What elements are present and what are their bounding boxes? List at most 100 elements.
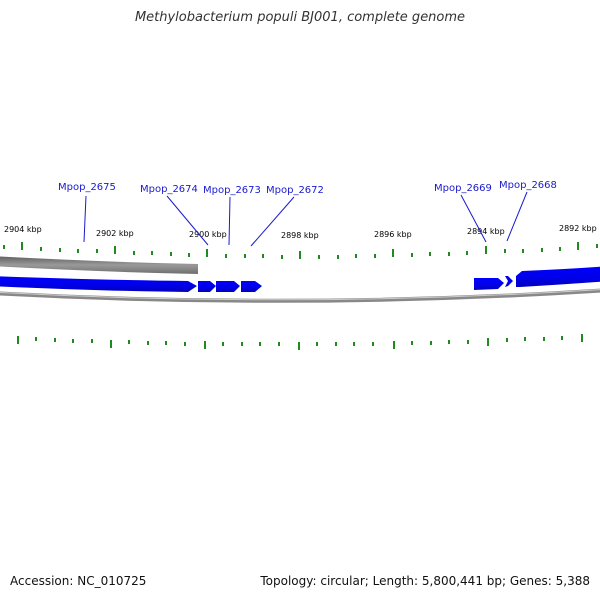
scale-tick — [184, 342, 186, 346]
scale-tick — [353, 342, 355, 346]
scale-tick — [262, 254, 264, 258]
page-title: Methylobacterium populi BJ001, complete … — [134, 10, 466, 25]
scale-tick — [241, 342, 243, 346]
scale-tick — [430, 341, 432, 345]
inner-scale-ticks — [17, 334, 583, 350]
leader-line — [83, 195, 87, 243]
leader-line — [166, 195, 209, 246]
scale-tick — [21, 242, 23, 250]
genome-backbone-arc — [0, 288, 600, 303]
scale-tick — [206, 249, 208, 257]
scale-tick — [374, 254, 376, 258]
scale-tick — [170, 252, 172, 256]
gene-label-mpop-2672: Mpop_2672 — [266, 185, 324, 196]
scale-label: 2896 kbp — [374, 230, 412, 239]
gene-arrow-mpop-2675 — [0, 276, 197, 292]
scale-tick — [318, 255, 320, 259]
outer-scale-ticks — [3, 242, 598, 259]
scale-tick — [114, 246, 116, 254]
scale-tick — [485, 246, 487, 254]
scale-tick — [77, 249, 79, 253]
scale-label: 2900 kbp — [189, 230, 227, 239]
scale-tick — [392, 249, 394, 257]
scale-tick — [541, 248, 543, 252]
scale-tick — [281, 255, 283, 259]
gene-arrow-mpop-2668 — [505, 276, 513, 287]
scale-tick — [165, 341, 167, 345]
scale-tick — [337, 255, 339, 259]
scale-tick — [54, 338, 56, 342]
scale-tick — [411, 253, 413, 257]
scale-tick — [278, 342, 280, 346]
scale-tick — [543, 337, 545, 341]
gene-label-leaders — [83, 191, 528, 247]
gene-arrow-mpop-2672 — [241, 281, 262, 292]
accession-text: Accession: NC_010725 — [10, 574, 147, 588]
scale-tick — [559, 247, 561, 251]
gene-label-mpop-2668: Mpop_2668 — [499, 180, 557, 191]
scale-tick — [17, 336, 19, 344]
scale-tick — [393, 341, 395, 349]
scale-tick — [222, 342, 224, 346]
gene-label-mpop-2673: Mpop_2673 — [203, 185, 261, 196]
scale-tick — [244, 254, 246, 258]
gene-labels: Mpop_2675 Mpop_2674 Mpop_2673 Mpop_2672 … — [58, 180, 557, 196]
scale-tick — [581, 334, 583, 342]
scale-tick — [316, 342, 318, 346]
scale-tick — [298, 342, 300, 350]
gene-features — [0, 266, 600, 292]
scale-label: 2898 kbp — [281, 231, 319, 240]
scale-tick — [448, 340, 450, 344]
scale-label: 2902 kbp — [96, 229, 134, 238]
scale-tick — [40, 247, 42, 251]
scale-tick — [487, 338, 489, 346]
scale-tick — [524, 337, 526, 341]
gene-label-mpop-2674: Mpop_2674 — [140, 184, 198, 195]
leader-line — [250, 196, 295, 247]
scale-tick — [35, 337, 37, 341]
scale-tick — [372, 342, 374, 346]
scale-tick — [147, 341, 149, 345]
scale-tick — [522, 249, 524, 253]
scale-tick — [429, 252, 431, 256]
scale-tick — [335, 342, 337, 346]
scale-tick — [504, 249, 506, 253]
scale-tick — [151, 251, 153, 255]
scale-tick — [204, 341, 206, 349]
scale-tick — [448, 252, 450, 256]
scale-tick — [59, 248, 61, 252]
scale-tick — [72, 339, 74, 343]
scale-tick — [577, 242, 579, 250]
gene-arrow-right — [516, 266, 600, 287]
scale-labels: 2904 kbp 2902 kbp 2900 kbp 2898 kbp 2896… — [4, 224, 597, 240]
scale-tick — [467, 340, 469, 344]
gene-arrow-mpop-2674 — [198, 281, 216, 292]
scale-tick — [466, 251, 468, 255]
gene-label-mpop-2675: Mpop_2675 — [58, 182, 116, 193]
scale-tick — [96, 249, 98, 253]
scale-label: 2894 kbp — [467, 227, 505, 236]
scale-tick — [506, 338, 508, 342]
scale-tick — [259, 342, 261, 346]
leader-line — [460, 194, 487, 243]
scale-tick — [411, 341, 413, 345]
scale-tick — [188, 253, 190, 257]
gene-arrow-mpop-2669 — [474, 278, 504, 290]
scale-label: 2892 kbp — [559, 224, 597, 233]
scale-tick — [355, 254, 357, 258]
scale-tick — [561, 336, 563, 340]
leader-line — [228, 196, 231, 246]
scale-tick — [91, 339, 93, 343]
scale-label: 2904 kbp — [4, 225, 42, 234]
scale-tick — [110, 340, 112, 348]
gene-arrow-mpop-2673 — [216, 281, 240, 292]
leader-line — [506, 191, 528, 242]
genome-backbone-highlight — [0, 289, 600, 301]
scale-tick — [596, 244, 598, 248]
scale-tick — [3, 245, 5, 249]
reverse-strand-arc — [0, 256, 198, 274]
scale-tick — [299, 251, 301, 259]
scale-tick — [225, 254, 227, 258]
